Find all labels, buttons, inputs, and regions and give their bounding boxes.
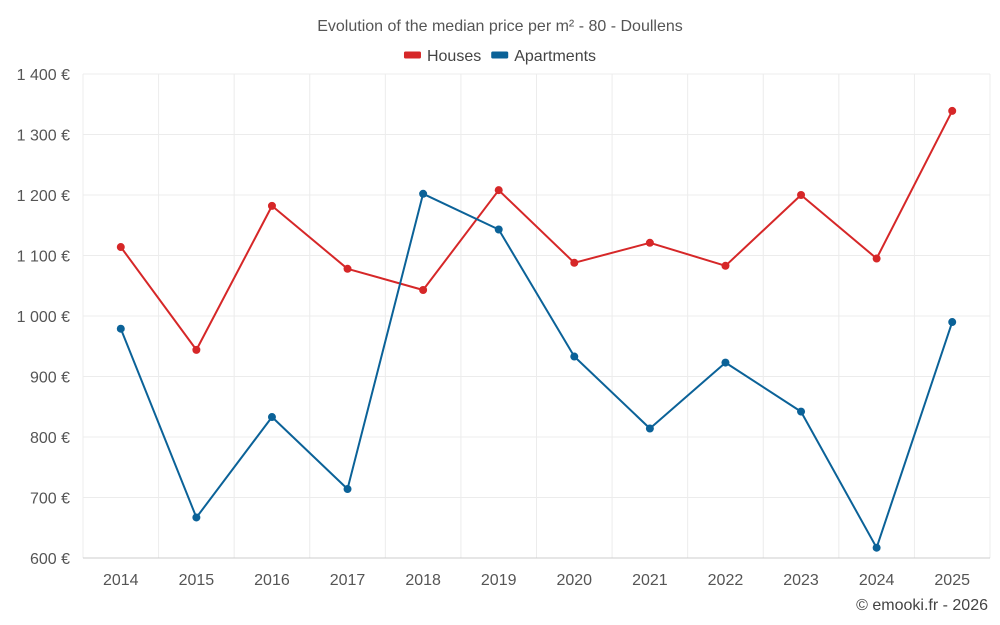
- y-tick-label: 1 100 €: [17, 249, 70, 266]
- x-tick-label: 2018: [405, 572, 441, 589]
- data-point-houses[interactable]: [872, 254, 881, 263]
- series-layer: [116, 106, 957, 552]
- x-tick-label: 2015: [179, 572, 215, 589]
- data-point-houses[interactable]: [116, 243, 125, 252]
- legend-item-houses[interactable]: Houses: [403, 48, 481, 65]
- series-line-houses: [119, 110, 954, 351]
- x-tick-label: 2017: [330, 572, 366, 589]
- x-tick-label: 2014: [103, 572, 139, 589]
- x-tick-label: 2025: [934, 572, 970, 589]
- data-point-apartments[interactable]: [570, 352, 579, 361]
- x-tick-label: 2022: [708, 572, 744, 589]
- data-point-houses[interactable]: [192, 345, 201, 354]
- data-point-houses[interactable]: [948, 106, 957, 115]
- legend-label: Apartments: [514, 48, 596, 65]
- chart-title: Evolution of the median price per m² - 8…: [317, 18, 683, 35]
- data-point-apartments[interactable]: [116, 324, 125, 333]
- data-point-apartments[interactable]: [494, 225, 503, 234]
- y-tick-label: 900 €: [30, 370, 70, 387]
- data-point-apartments[interactable]: [872, 543, 881, 552]
- x-tick-label: 2023: [783, 572, 819, 589]
- series-line-apartments: [119, 192, 954, 549]
- legend-label: Houses: [427, 48, 481, 65]
- y-tick-label: 600 €: [30, 551, 70, 568]
- data-point-apartments[interactable]: [267, 413, 276, 422]
- data-point-houses[interactable]: [797, 191, 806, 199]
- x-tick-label: 2020: [556, 572, 592, 589]
- y-axis: 1 400 € 1 300 € 1 200 € 1 100 € 1 000 € 900 €…: [17, 67, 70, 568]
- series-houses: [116, 106, 957, 354]
- data-point-apartments[interactable]: [721, 358, 730, 367]
- data-point-houses[interactable]: [570, 258, 579, 267]
- y-tick-label: 1 300 €: [17, 128, 70, 145]
- data-point-apartments[interactable]: [797, 407, 806, 416]
- credit-text: © emooki.fr - 2026: [856, 597, 988, 614]
- y-tick-label: 1 200 €: [17, 188, 70, 205]
- data-point-houses[interactable]: [419, 285, 428, 294]
- legend-item-apartments[interactable]: Apartments: [491, 48, 596, 65]
- x-gridlines: [82, 74, 991, 558]
- legend: Houses Apartments: [403, 48, 596, 65]
- data-point-apartments[interactable]: [645, 424, 654, 433]
- y-tick-label: 800 €: [30, 430, 70, 447]
- data-point-apartments[interactable]: [419, 189, 428, 198]
- x-tick-label: 2016: [254, 572, 290, 589]
- data-point-apartments[interactable]: [343, 485, 352, 494]
- data-point-houses[interactable]: [721, 261, 730, 270]
- data-point-apartments[interactable]: [948, 318, 957, 327]
- x-axis: 2014 2015 2016 2017 2018 2019 2020 2021 2022 2023…: [103, 572, 970, 589]
- data-point-apartments[interactable]: [192, 513, 201, 522]
- x-tick-label: 2024: [859, 572, 895, 589]
- y-tick-label: 1 400 €: [17, 67, 70, 84]
- legend-swatch: [491, 51, 509, 59]
- data-point-houses[interactable]: [645, 238, 654, 247]
- y-tick-label: 1 000 €: [17, 309, 70, 326]
- data-point-houses[interactable]: [494, 186, 503, 195]
- data-point-houses[interactable]: [267, 201, 276, 210]
- legend-swatch: [403, 51, 421, 59]
- y-tick-label: 700 €: [30, 491, 70, 508]
- x-tick-label: 2019: [481, 572, 517, 589]
- x-tick-label: 2021: [632, 572, 668, 589]
- data-point-houses[interactable]: [343, 264, 352, 273]
- series-apartments: [116, 189, 957, 552]
